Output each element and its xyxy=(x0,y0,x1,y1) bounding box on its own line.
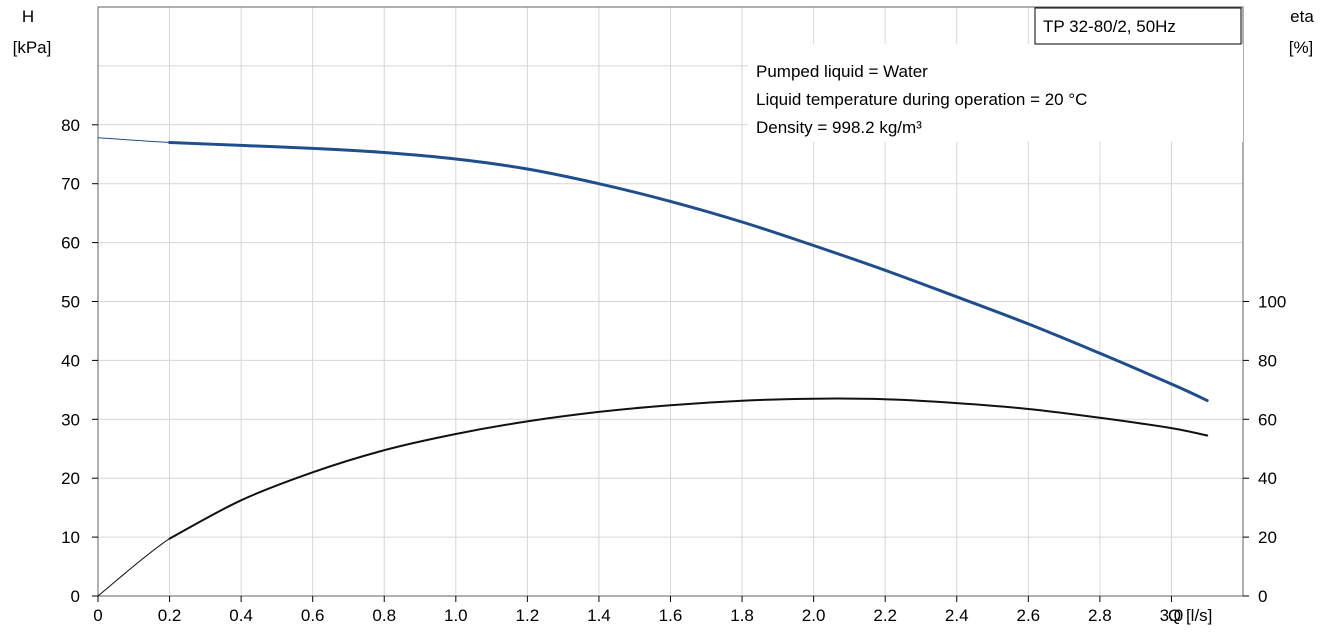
y-left-title-line2: [kPa] xyxy=(13,38,52,57)
title-box xyxy=(1034,7,1242,45)
y-right-tick-label-4: 80 xyxy=(1258,351,1277,370)
y-right-tick-label-5: 100 xyxy=(1258,293,1286,312)
x-tick-label-2: 0.4 xyxy=(229,606,253,625)
x-tick-label-10: 2.0 xyxy=(802,606,826,625)
x-axis-title: Q [l/s] xyxy=(1168,606,1212,625)
x-tick-labels: 0 0.2 0.4 0.6 0.8 1.0 1.2 1.4 1.6 1.8 2.0 2.2 2.4 2.6… xyxy=(93,596,1183,625)
y-right-tick-label-0: 0 xyxy=(1258,587,1267,606)
x-tick-label-15: 3.0 xyxy=(1160,606,1184,625)
x-tick-label-0: 0 xyxy=(93,606,102,625)
y-left-tick-label-0: 0 xyxy=(71,587,80,606)
chart-title: TP 32-80/2, 50Hz xyxy=(1043,17,1176,36)
y-left-tick-label-5: 50 xyxy=(61,293,80,312)
x-tick-label-11: 2.2 xyxy=(873,606,897,625)
x-tick-label-4: 0.8 xyxy=(372,606,396,625)
efficiency-curve xyxy=(168,397,1209,540)
y-left-title-line1: H xyxy=(22,7,34,26)
y-left-tick-label-6: 60 xyxy=(61,234,80,253)
annotation-density: Density = 998.2 kg/m³ xyxy=(756,118,922,137)
y-right-tick-label-1: 20 xyxy=(1258,528,1277,547)
annotation-background xyxy=(748,44,1243,142)
x-tick-label-6: 1.2 xyxy=(516,606,540,625)
x-tick-label-14: 2.8 xyxy=(1088,606,1112,625)
x-tick-label-7: 1.4 xyxy=(587,606,611,625)
annotation-liquid: Pumped liquid = Water xyxy=(756,62,928,81)
y-left-tick-labels: 0 10 20 30 40 50 60 70 80 xyxy=(61,116,98,606)
y-left-tick-label-4: 40 xyxy=(61,351,80,370)
y-right-title-line1: eta xyxy=(1290,7,1314,26)
head-curve xyxy=(168,141,1209,402)
head-curve-lead-in xyxy=(97,137,170,143)
y-right-tick-label-3: 60 xyxy=(1258,410,1277,429)
x-tick-label-5: 1.0 xyxy=(444,606,468,625)
y-left-tick-label-2: 20 xyxy=(61,469,80,488)
y-right-tick-label-2: 40 xyxy=(1258,469,1277,488)
y-left-tick-label-7: 70 xyxy=(61,175,80,194)
y-left-tick-label-1: 10 xyxy=(61,528,80,547)
x-tick-label-9: 1.8 xyxy=(730,606,754,625)
y-left-tick-label-8: 80 xyxy=(61,116,80,135)
x-tick-label-12: 2.4 xyxy=(945,606,969,625)
y-left-tick-label-3: 30 xyxy=(61,410,80,429)
y-right-tick-labels: 0 20 40 60 80 100 xyxy=(1243,293,1286,606)
efficiency-curve-lead-in xyxy=(97,538,170,597)
x-tick-label-3: 0.6 xyxy=(301,606,325,625)
x-tick-label-1: 0.2 xyxy=(158,606,182,625)
y-right-title-line2: [%] xyxy=(1289,38,1314,57)
x-tick-label-13: 2.6 xyxy=(1016,606,1040,625)
x-tick-label-8: 1.6 xyxy=(659,606,683,625)
annotation-temperature: Liquid temperature during operation = 20… xyxy=(756,90,1087,109)
series-layer xyxy=(97,137,1209,597)
